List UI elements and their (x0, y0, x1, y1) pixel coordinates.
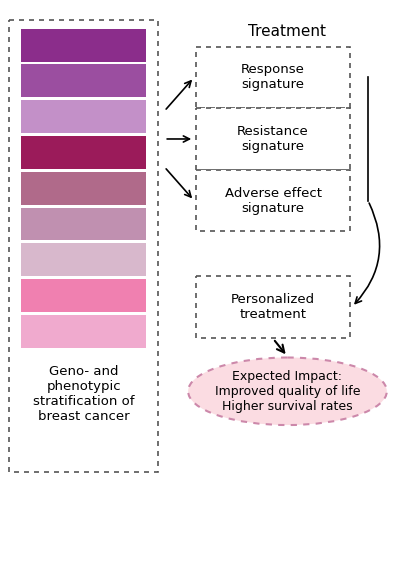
Bar (9, 20, 159, 472)
Bar (196, 47, 350, 108)
Text: Response
signature: Response signature (241, 63, 305, 92)
Bar (21, 64, 146, 97)
Text: Adverse effect
signature: Adverse effect signature (225, 187, 322, 215)
Text: Geno- and
phenotypic
stratification of
breast cancer: Geno- and phenotypic stratification of b… (33, 365, 134, 423)
Bar (196, 108, 350, 170)
Bar (196, 276, 350, 337)
Bar (21, 100, 146, 133)
Bar (21, 28, 146, 61)
Text: Treatment: Treatment (249, 24, 327, 39)
Bar (21, 315, 146, 348)
Bar (21, 279, 146, 312)
Bar (21, 244, 146, 276)
Ellipse shape (188, 357, 387, 425)
Text: Resistance
signature: Resistance signature (237, 125, 309, 153)
Bar (21, 172, 146, 204)
Bar (196, 170, 350, 232)
Text: Expected Impact:
Improved quality of life
Higher survival rates: Expected Impact: Improved quality of lif… (215, 370, 360, 413)
Bar (21, 136, 146, 169)
Bar (21, 208, 146, 240)
Text: Personalized
treatment: Personalized treatment (231, 293, 315, 321)
